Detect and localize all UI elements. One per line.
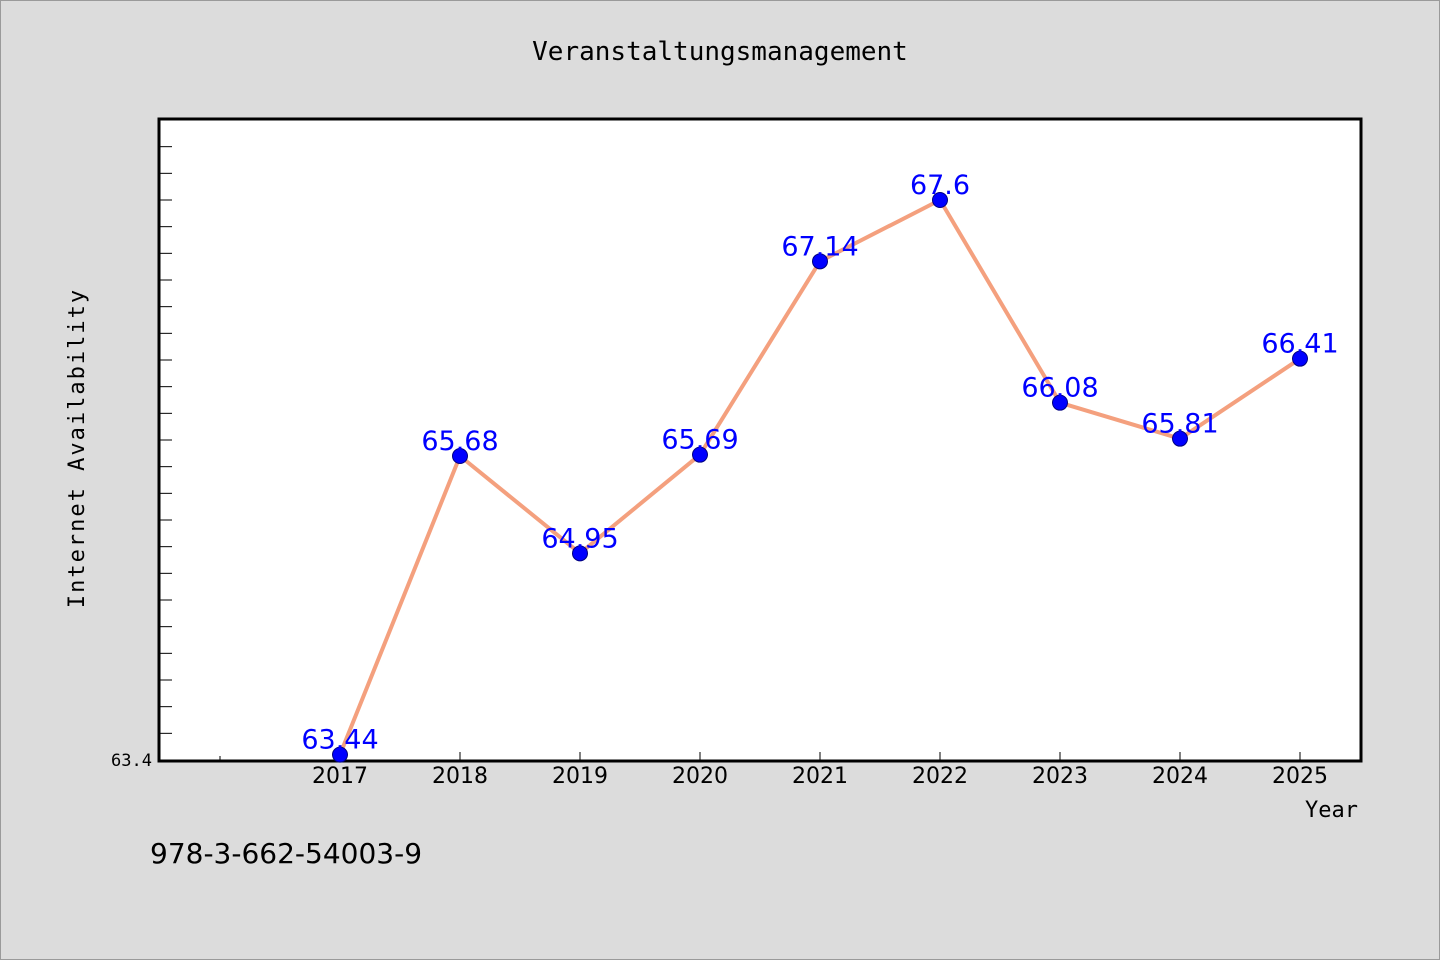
y-axis-minor-ticks [160,119,172,761]
data-point [452,448,468,464]
x-axis-label: Year [1305,798,1358,823]
x-tick-label: 2018 [432,764,488,789]
data-point [1292,350,1308,367]
data-label: 67.14 [781,231,858,262]
data-label: 66.08 [1021,373,1098,404]
data-point [932,192,948,208]
x-tick-label: 2023 [1032,764,1088,789]
data-label: 67.6 [910,170,970,201]
data-label: 63.44 [301,725,378,756]
data-point [332,746,348,763]
data-point [572,545,588,562]
data-point [1052,394,1068,411]
y-tick-label: 63.4 [111,751,152,771]
data-labels: 63.44 65.68 64.95 65.69 67.14 67.6 66.08 65.81 6… [301,170,1338,756]
x-tick-labels: 2017 2018 2019 2020 2021 2022 2023 2024 2025 [312,764,1328,789]
x-tick-label: 2021 [792,764,848,789]
data-label: 64.95 [541,523,618,554]
data-label: 65.69 [661,425,738,456]
data-point [812,253,828,270]
x-tick-label: 2019 [552,764,608,789]
plot-area [157,117,1363,763]
data-label: 65.68 [421,426,498,457]
series-markers [332,192,1308,763]
x-tick-label: 2017 [312,764,368,789]
x-tick-label: 2024 [1152,764,1208,789]
data-point [692,446,708,463]
data-point [1172,430,1188,447]
data-label: 66.41 [1261,329,1338,360]
isbn-footer: 978-3-662-54003-9 [150,837,422,870]
data-label: 65.81 [1141,409,1218,440]
x-tick-label: 2022 [912,764,968,789]
x-tick-label: 2025 [1272,764,1328,789]
y-axis-label: Internet Availability [65,288,90,608]
chart-title: Veranstaltungsmanagement [532,37,908,67]
x-tick-label: 2020 [672,764,728,789]
